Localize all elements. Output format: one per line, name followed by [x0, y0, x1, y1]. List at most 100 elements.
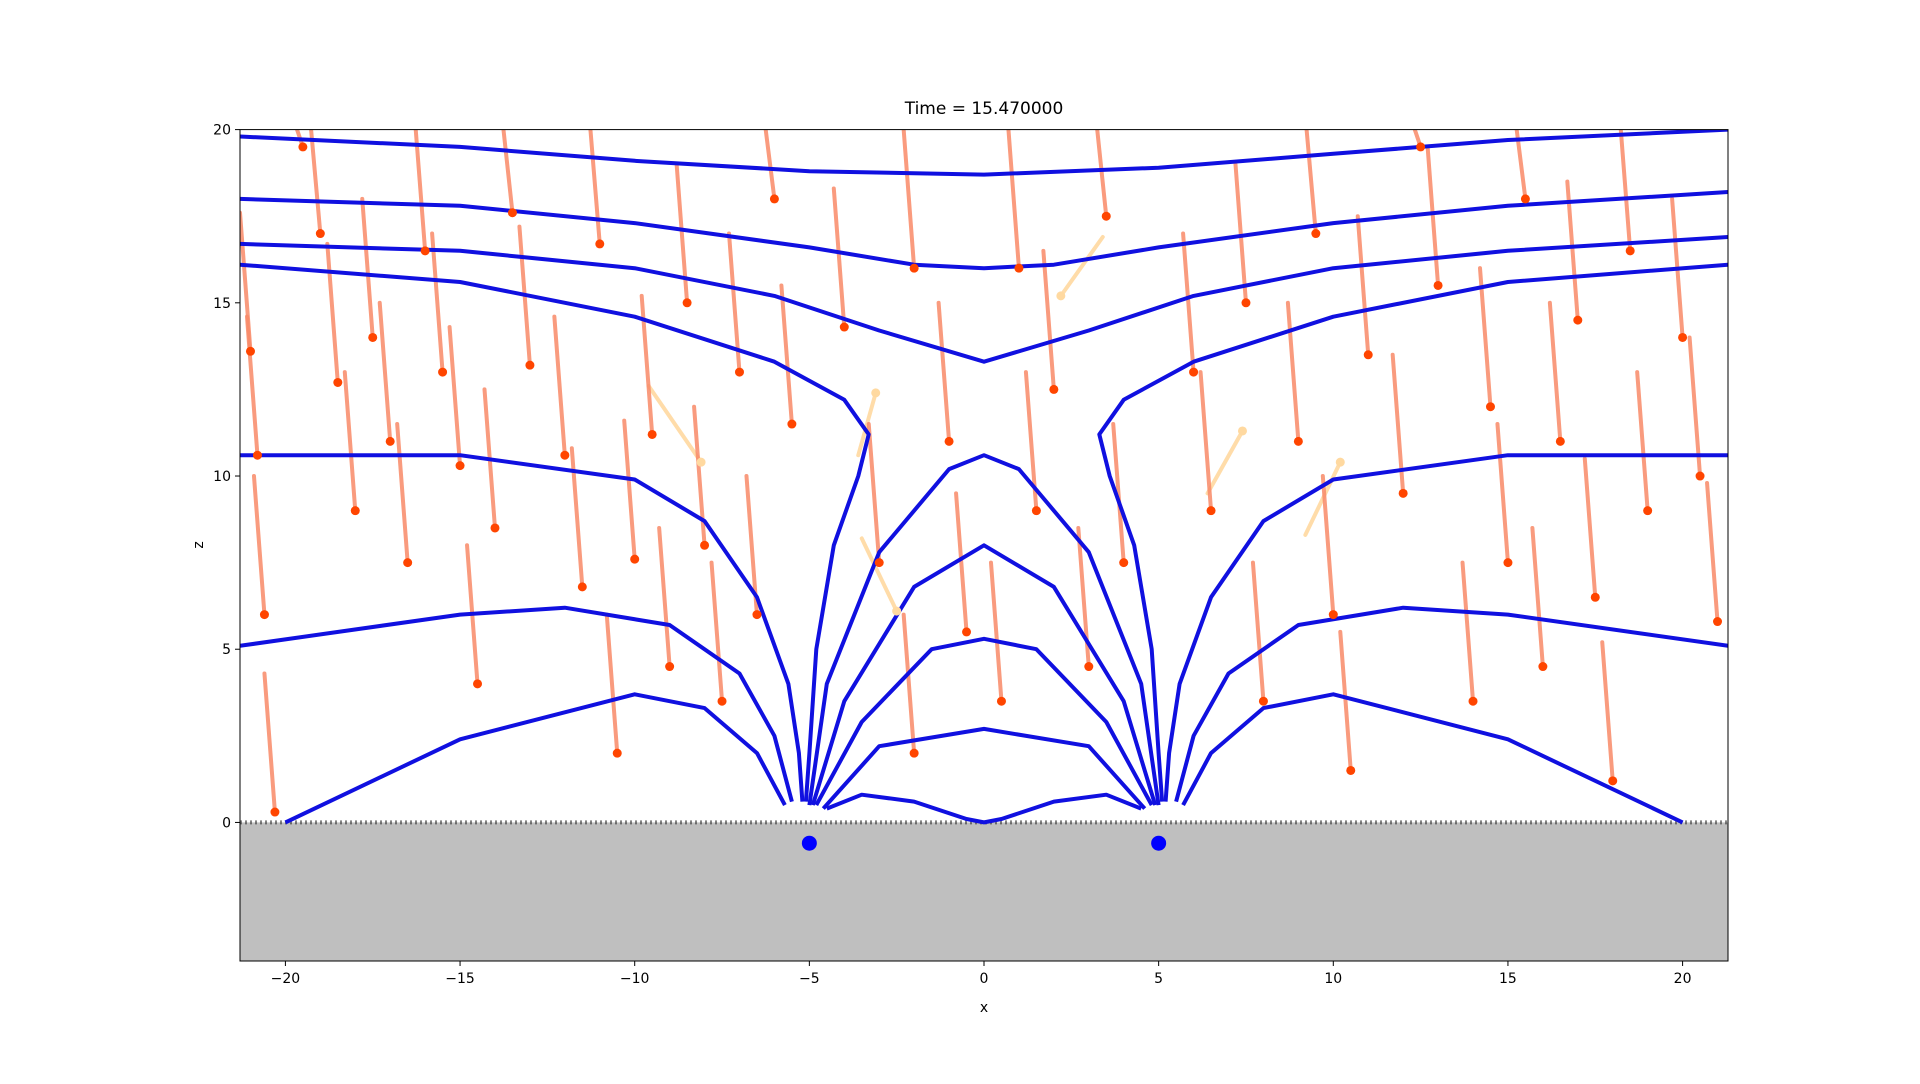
particle-trail [1618, 129, 1633, 253]
particle-trail [622, 418, 637, 562]
particle [962, 627, 972, 637]
particle [696, 457, 706, 467]
particle [752, 610, 762, 620]
y-tick-label: 10 [213, 469, 231, 485]
particle [1643, 506, 1653, 516]
y-tick-label: 0 [222, 815, 231, 831]
particle [996, 696, 1006, 706]
particle-trail [377, 300, 393, 444]
particle [1398, 488, 1408, 498]
charge [1151, 835, 1167, 851]
particle-trail [1687, 335, 1703, 479]
field-line [826, 792, 1142, 825]
particle-trail [501, 129, 515, 215]
particle-trail [1565, 179, 1580, 323]
particle-trail [447, 325, 463, 468]
particle [1433, 280, 1443, 290]
particle [1363, 350, 1373, 360]
particle-trail [709, 560, 725, 704]
ground [240, 822, 1728, 961]
particle-trail [1041, 248, 1056, 392]
particle [1258, 696, 1268, 706]
field-line [240, 453, 805, 802]
field-line [1174, 605, 1728, 803]
particle-trail [646, 383, 704, 465]
particle-trail [1582, 456, 1598, 600]
particle-trail [413, 129, 428, 253]
chart-title: Time = 15.470000 [904, 99, 1064, 119]
particle [1311, 229, 1321, 239]
particle [1713, 617, 1723, 627]
particle-trail [988, 560, 1004, 704]
particle-trail [1058, 234, 1105, 298]
particle-trail [859, 536, 899, 614]
particle-trail [866, 422, 882, 565]
particle [455, 461, 465, 471]
particle [1346, 765, 1356, 775]
particle [473, 679, 483, 689]
particle-trail [674, 162, 690, 305]
particle-trail [1095, 129, 1109, 219]
field-line [810, 543, 1158, 806]
particle-trail [360, 196, 375, 340]
particle [259, 610, 269, 620]
x-tick-label: 10 [1324, 971, 1342, 987]
particle-trail [1233, 162, 1248, 305]
particle [1573, 315, 1583, 325]
particle [944, 436, 954, 446]
particle-trail [1355, 214, 1371, 357]
particle [769, 194, 779, 204]
x-axis-label: x [980, 1000, 988, 1016]
particle-trail [588, 129, 602, 246]
particle [333, 377, 343, 387]
particle [403, 558, 413, 568]
particle [1608, 776, 1618, 786]
particle [1293, 436, 1303, 446]
particle-trail [251, 474, 267, 617]
x-tick-label: 20 [1674, 971, 1692, 987]
particle [874, 558, 884, 568]
field-line [240, 190, 1728, 271]
particle [734, 367, 744, 377]
particle-trail [309, 129, 323, 236]
field-line [814, 636, 1154, 807]
field-line [821, 726, 1147, 810]
particle-trail [1514, 129, 1528, 201]
particle-trail [901, 129, 917, 271]
particle [1241, 298, 1251, 308]
particle-trail [1205, 428, 1245, 496]
particle-trail [1478, 266, 1493, 409]
particle [839, 322, 849, 332]
particle [1335, 457, 1345, 467]
x-tick-label: −5 [799, 971, 820, 987]
particle-trail [430, 231, 445, 375]
particle [1555, 436, 1565, 446]
y-tick-label: 20 [213, 123, 231, 139]
particle-trail [1460, 560, 1476, 704]
particle-trail [1198, 370, 1214, 513]
particle [1520, 194, 1530, 204]
particle-trail [1111, 422, 1126, 565]
particle-trail [1425, 144, 1441, 288]
x-tick-label: −15 [445, 971, 475, 987]
particle-trail [779, 283, 794, 427]
particle-trail [936, 300, 952, 444]
particle [1468, 696, 1478, 706]
particle [560, 450, 570, 460]
particle [612, 748, 622, 758]
particle [1206, 506, 1216, 516]
particle [1031, 506, 1041, 516]
particle [871, 388, 881, 398]
particle [1049, 384, 1059, 394]
particle [1503, 558, 1513, 568]
x-tick-label: −10 [620, 971, 650, 987]
particle [1189, 367, 1199, 377]
field-line [240, 605, 794, 803]
particle-trail [1705, 480, 1720, 624]
x-tick-label: −20 [271, 971, 301, 987]
particle [577, 582, 587, 592]
particle [245, 346, 255, 356]
particle-trail [1547, 300, 1563, 444]
particle-trail [657, 525, 672, 669]
field-line [284, 692, 787, 825]
